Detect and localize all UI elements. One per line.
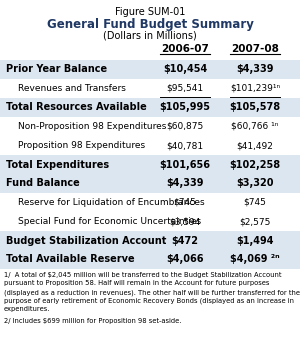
Text: Special Fund for Economic Uncertainties: Special Fund for Economic Uncertainties [18,217,201,226]
Text: $1,494: $1,494 [236,236,274,246]
Bar [0,60,300,79]
Text: Reserve for Liquidation of Encumbrances: Reserve for Liquidation of Encumbrances [18,198,205,207]
Bar [0,174,300,193]
Text: $745: $745 [244,198,266,207]
Text: $472: $472 [172,236,199,246]
Text: $2,575: $2,575 [239,217,271,226]
Text: $41,492: $41,492 [237,141,273,150]
Text: Budget Stabilization Account: Budget Stabilization Account [6,236,166,246]
Text: 1/  A total of $2,045 million will be transferred to the Budget Stabilization Ac: 1/ A total of $2,045 million will be tra… [4,272,281,278]
Text: $102,258: $102,258 [230,160,280,170]
Text: 2/ Includes $699 million for Proposition 98 set-aside.: 2/ Includes $699 million for Proposition… [4,319,182,324]
Bar [0,250,300,269]
Text: purpose of early retirement of Economic Recovery Bonds (displayed as an increase: purpose of early retirement of Economic … [4,298,294,304]
Text: $105,995: $105,995 [160,103,211,112]
Text: 2006-07: 2006-07 [161,44,209,54]
Text: Prior Year Balance: Prior Year Balance [6,65,107,75]
Text: Total Expenditures: Total Expenditures [6,160,109,170]
Text: $4,066: $4,066 [166,255,204,265]
Text: (displayed as a reduction in revenues). The other half will be further transferr: (displayed as a reduction in revenues). … [4,289,300,295]
Text: $40,781: $40,781 [167,141,204,150]
Text: $95,541: $95,541 [167,84,204,93]
Text: Total Resources Available: Total Resources Available [6,103,147,112]
Text: Total Available Reserve: Total Available Reserve [6,255,135,265]
Bar [0,231,300,250]
Text: $3,320: $3,320 [236,179,274,189]
Text: expenditures.: expenditures. [4,306,50,312]
Text: $10,454: $10,454 [163,65,207,75]
Text: (Dollars in Millions): (Dollars in Millions) [103,30,197,40]
Text: Non-Proposition 98 Expenditures: Non-Proposition 98 Expenditures [18,122,167,131]
Text: $4,069 ²ⁿ: $4,069 ²ⁿ [230,255,280,265]
Text: $745: $745 [174,198,196,207]
Text: General Fund Budget Summary: General Fund Budget Summary [46,18,253,31]
Text: $101,656: $101,656 [160,160,211,170]
Text: Figure SUM-01: Figure SUM-01 [115,7,185,17]
Text: $3,594: $3,594 [169,217,201,226]
Text: Fund Balance: Fund Balance [6,179,80,189]
Text: Proposition 98 Expenditures: Proposition 98 Expenditures [18,141,145,150]
Text: 2007-08: 2007-08 [231,44,279,54]
Text: $60,766 ¹ⁿ: $60,766 ¹ⁿ [231,122,279,131]
Text: $60,875: $60,875 [167,122,204,131]
Bar [0,98,300,117]
Text: $4,339: $4,339 [236,65,274,75]
Text: pursuant to Proposition 58. Half will remain in the Account for future purposes: pursuant to Proposition 58. Half will re… [4,280,269,287]
Bar [0,155,300,174]
Text: $4,339: $4,339 [166,179,204,189]
Text: $101,239¹ⁿ: $101,239¹ⁿ [230,84,280,93]
Text: Revenues and Transfers: Revenues and Transfers [18,84,126,93]
Text: $105,578: $105,578 [230,103,280,112]
